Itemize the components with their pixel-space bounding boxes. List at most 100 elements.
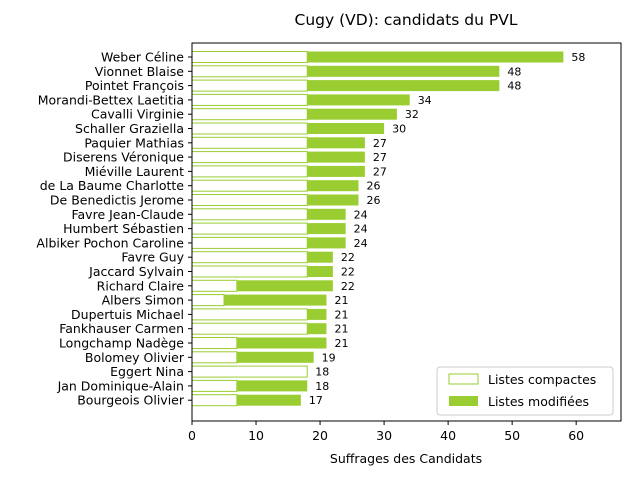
- x-tick-label: 10: [248, 428, 264, 443]
- bar-modifiees: [307, 323, 327, 335]
- category-label: Bolomey Olivier: [85, 350, 185, 365]
- bar-modifiees: [307, 108, 397, 120]
- category-label: Vionnet Blaise: [95, 64, 185, 79]
- x-tick-label: 30: [376, 428, 392, 443]
- plot-frame: [191, 42, 622, 422]
- total-label: 27: [373, 165, 387, 178]
- bar-compactes: [191, 294, 225, 307]
- legend-box: [436, 366, 614, 416]
- category-label: Miéville Laurent: [85, 164, 184, 179]
- total-label: 26: [366, 180, 380, 193]
- bars-layer: [191, 51, 564, 407]
- bar-modifiees: [236, 380, 308, 392]
- bar-compactes: [191, 365, 308, 378]
- category-label: Diserens Véronique: [63, 150, 184, 165]
- bar-compactes: [191, 51, 308, 63]
- chart-title: Cugy (VD): candidats du PVL: [295, 11, 518, 29]
- bar-compactes: [191, 222, 308, 235]
- bar-modifiees: [307, 80, 500, 92]
- category-label: Weber Céline: [101, 50, 184, 65]
- bar-compactes: [191, 308, 308, 321]
- total-label: 24: [354, 223, 368, 236]
- bar-compactes: [191, 337, 238, 349]
- total-label: 21: [334, 308, 348, 321]
- bar-modifiees: [307, 208, 346, 220]
- value-labels: 5848483432302727272626242424222222212121…: [309, 51, 586, 407]
- category-label: Schaller Graziella: [75, 121, 184, 136]
- bar-compactes: [191, 394, 238, 407]
- bar-modifiees: [307, 180, 359, 192]
- bar-modifiees: [307, 65, 500, 77]
- total-label: 24: [354, 208, 368, 221]
- x-tick-label: 60: [568, 428, 584, 443]
- bar-modifiees: [236, 394, 301, 406]
- bar-modifiees: [307, 94, 410, 106]
- bar-compactes: [191, 351, 238, 364]
- category-label: Albiker Pochon Caroline: [36, 235, 184, 250]
- bar-compactes: [191, 322, 308, 335]
- bar-modifiees: [236, 351, 314, 363]
- total-label: 19: [322, 351, 336, 364]
- total-label: 58: [571, 51, 585, 64]
- bar-modifiees: [307, 308, 327, 320]
- bar-compactes: [191, 379, 238, 392]
- bar-modifiees: [224, 294, 327, 306]
- bar-compactes: [191, 194, 308, 206]
- category-label: de La Baume Charlotte: [40, 178, 185, 193]
- total-label: 34: [418, 94, 432, 107]
- bar-modifiees: [236, 337, 327, 349]
- bar-modifiees: [307, 151, 365, 163]
- bar-compactes: [191, 265, 308, 278]
- total-label: 17: [309, 394, 323, 407]
- bar-modifiees: [236, 280, 333, 292]
- bar-compactes: [191, 165, 308, 178]
- category-label: Jaccard Sylvain: [88, 264, 184, 279]
- total-label: 26: [366, 194, 380, 207]
- category-label: Dupertuis Michael: [71, 307, 184, 322]
- total-label: 22: [341, 251, 355, 264]
- legend-label-modifiees: Listes modifiées: [488, 394, 589, 409]
- bar-compactes: [191, 79, 308, 92]
- total-label: 27: [373, 151, 387, 164]
- bar-modifiees: [307, 137, 365, 149]
- bar-modifiees: [307, 251, 333, 263]
- total-label: 21: [334, 337, 348, 350]
- legend-label-compactes: Listes compactes: [488, 372, 596, 387]
- category-label: Fankhauser Carmen: [59, 321, 184, 336]
- total-label: 18: [315, 366, 329, 379]
- category-label: Pointet François: [85, 78, 184, 93]
- bar-compactes: [191, 279, 238, 292]
- legend: Listes compactes Listes modifiées: [436, 366, 614, 416]
- x-axis-title: Suffrages des Candidats: [330, 451, 482, 466]
- bar-compactes: [191, 65, 308, 78]
- bar-modifiees: [307, 51, 564, 63]
- category-label: Cavalli Virginie: [91, 107, 184, 122]
- legend-swatch-modifiees: [449, 396, 478, 406]
- bar-compactes: [191, 179, 308, 192]
- total-label: 48: [507, 65, 521, 78]
- category-label: Richard Claire: [97, 278, 185, 293]
- bar-modifiees: [307, 194, 359, 206]
- category-label: Favre Guy: [121, 250, 184, 265]
- bar-compactes: [191, 108, 308, 121]
- category-label: Paquier Mathias: [84, 135, 184, 150]
- total-label: 30: [392, 123, 406, 136]
- total-label: 21: [334, 323, 348, 336]
- total-label: 27: [373, 137, 387, 150]
- total-label: 22: [341, 280, 355, 293]
- bar-modifiees: [307, 223, 346, 235]
- total-label: 24: [354, 237, 368, 250]
- bar-compactes: [191, 251, 308, 264]
- category-label: De Benedictis Jerome: [50, 193, 184, 208]
- bar-compactes: [191, 136, 308, 149]
- bar-compactes: [191, 208, 308, 221]
- total-label: 18: [315, 380, 329, 393]
- total-label: 21: [334, 294, 348, 307]
- category-label: Eggert Nina: [110, 364, 184, 379]
- bar-modifiees: [307, 237, 346, 249]
- bar-modifiees: [307, 266, 333, 277]
- bar-compactes: [191, 122, 308, 135]
- bar-compactes: [191, 236, 308, 249]
